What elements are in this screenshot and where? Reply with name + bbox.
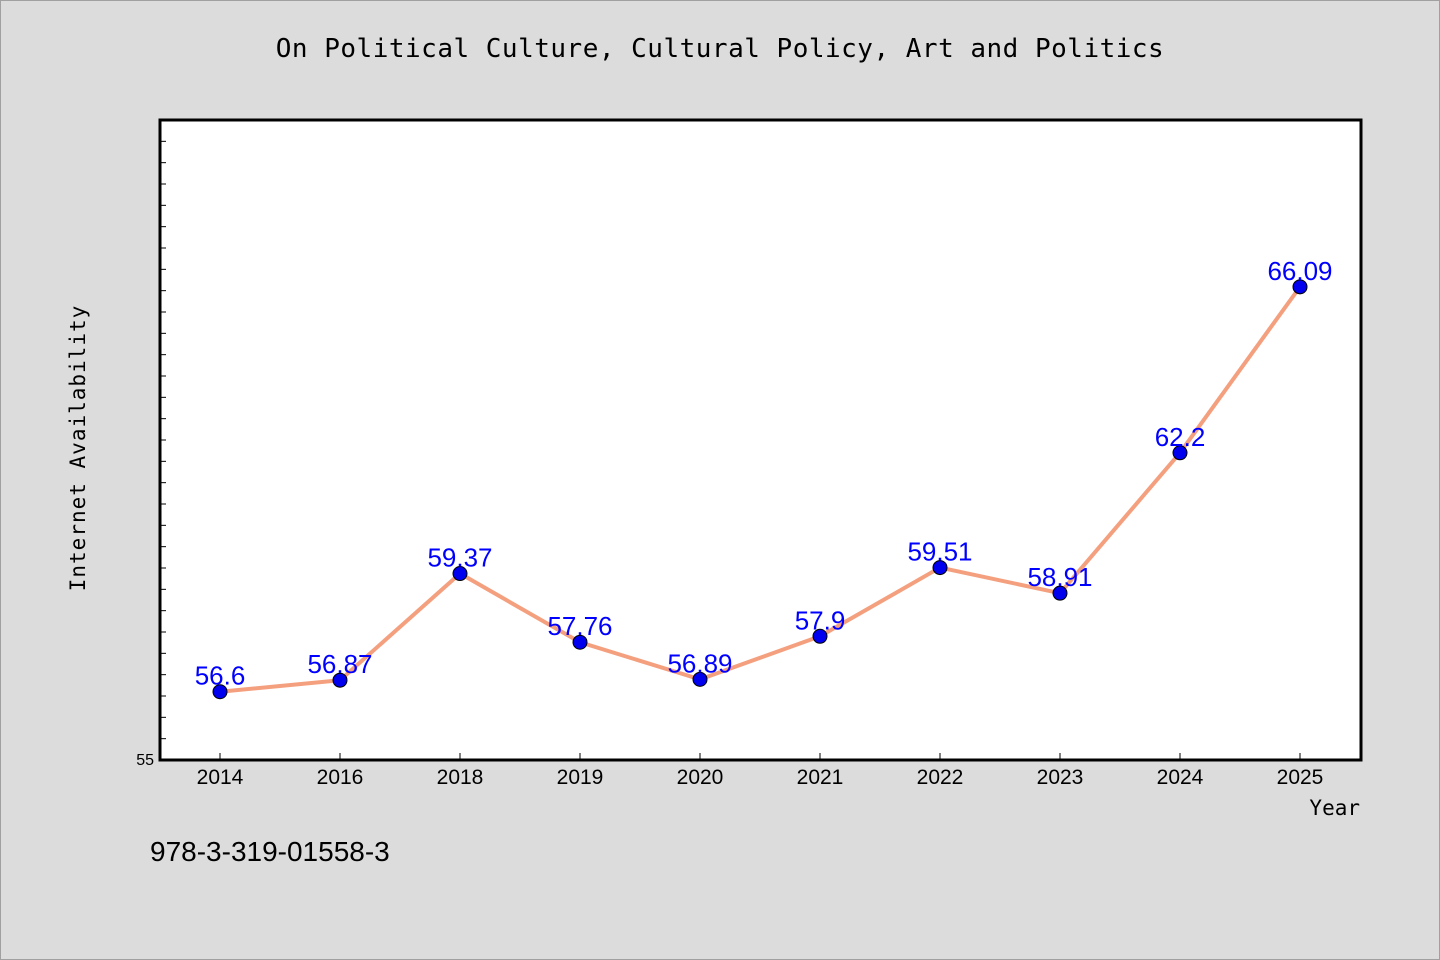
data-label: 56.89: [667, 648, 732, 678]
x-tick-label: 2024: [1157, 766, 1204, 789]
data-point: [572, 634, 588, 650]
x-tick-label: 2020: [677, 766, 724, 789]
data-label: 66.09: [1267, 256, 1332, 286]
data-point: [1172, 445, 1188, 461]
data-point: [812, 628, 828, 644]
data-label: 56.87: [307, 649, 372, 679]
series-line: [218, 284, 1302, 694]
x-tick-label: 2019: [557, 766, 604, 789]
x-tick-label: 2022: [917, 766, 964, 789]
data-label: 62.2: [1155, 422, 1206, 452]
x-tick-label: 2025: [1277, 766, 1324, 789]
plot-border: [158, 118, 1363, 762]
data-point: [212, 684, 228, 700]
data-label: 58.91: [1027, 562, 1092, 592]
x-tick-label: 2018: [437, 766, 484, 789]
data-point: [692, 671, 708, 687]
x-tick-label: 2016: [317, 766, 364, 789]
chart-title: On Political Culture, Cultural Policy, A…: [275, 34, 1165, 64]
x-axis-title: Year: [1309, 796, 1360, 820]
data-label: 59.37: [427, 543, 492, 573]
data-point: [1052, 585, 1068, 601]
data-point: [1292, 279, 1308, 295]
data-point: [932, 560, 948, 576]
data-point: [452, 566, 468, 582]
data-point: [332, 672, 348, 688]
data-label: 57.76: [547, 611, 612, 641]
data-label: 59.51: [907, 537, 972, 567]
footer-code: 978-3-319-01558-3: [150, 836, 390, 867]
x-tick-label: 2014: [197, 766, 244, 789]
x-tick-label: 2023: [1037, 766, 1084, 789]
x-tick-label: 2021: [797, 766, 844, 789]
data-label: 56.6: [195, 661, 246, 691]
plot-area: [160, 120, 1361, 760]
data-label: 57.9: [795, 605, 846, 635]
y-tick-label: 55: [136, 752, 154, 769]
